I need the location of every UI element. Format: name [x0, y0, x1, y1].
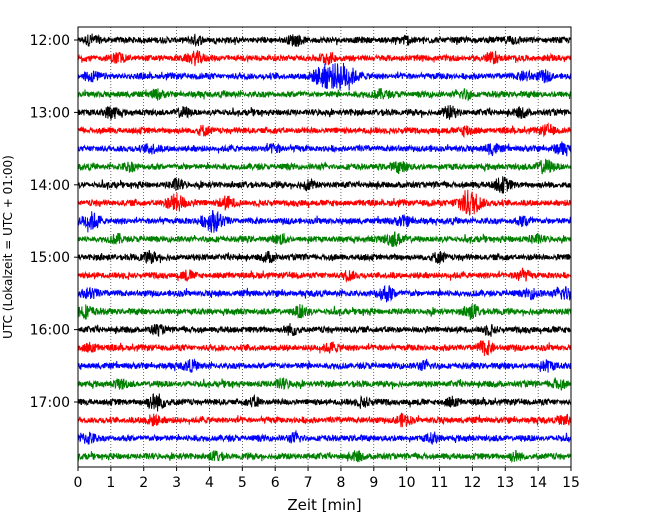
- trace-1515: [77, 267, 572, 284]
- x-axis-label: Zeit [min]: [287, 496, 361, 514]
- trace-1630: [77, 358, 572, 373]
- trace-1415: [77, 189, 572, 216]
- y-tick-label: 13:00: [30, 105, 70, 121]
- trace-1530: [77, 284, 572, 303]
- trace-1300: [77, 104, 572, 120]
- y-tick-label: 16:00: [30, 323, 70, 339]
- trace-1400: [77, 176, 572, 194]
- trace-1715: [77, 412, 572, 428]
- trace-1315: [77, 122, 572, 138]
- plot-frame: [77, 26, 572, 468]
- trace-1430: [77, 210, 572, 233]
- trace-1500: [77, 249, 572, 265]
- x-tick-label: 10: [398, 475, 416, 491]
- x-tick-label: 12: [463, 475, 481, 491]
- trace-1215: [77, 50, 572, 67]
- trace-1345: [77, 158, 572, 175]
- trace-1230: [77, 62, 572, 91]
- y-tick-label: 14:00: [30, 178, 70, 194]
- x-tick-label: 3: [172, 475, 181, 491]
- trace-1700: [77, 393, 572, 412]
- trace-1615: [77, 339, 572, 356]
- trace-1245: [77, 88, 572, 102]
- trace-1545: [77, 303, 572, 321]
- x-tick-label: 8: [336, 475, 345, 491]
- x-tick-label: 0: [74, 475, 83, 491]
- x-tick-label: 6: [271, 475, 280, 491]
- y-tick-label: 17:00: [30, 395, 70, 411]
- x-tick-label: 5: [238, 475, 247, 491]
- tick-layer: 0 1 2 3 4 5 6 7 8 9 10 11 12 13 14 1512:0013:0014:0015:…: [30, 33, 580, 491]
- y-axis-label: UTC (Lokalzeit = UTC + 01:00): [1, 155, 15, 339]
- trace-layer: [77, 33, 572, 464]
- trace-1645: [77, 377, 572, 391]
- trace-1600: [77, 323, 572, 337]
- y-tick-label: 15:00: [30, 250, 70, 266]
- x-tick-label: 14: [529, 475, 547, 491]
- trace-1200: [77, 33, 572, 48]
- y-tick-label: 12:00: [30, 33, 70, 49]
- trace-1745: [77, 449, 572, 464]
- x-tick-label: 1: [106, 475, 115, 491]
- x-tick-label: 4: [205, 475, 214, 491]
- x-tick-label: 7: [304, 475, 313, 491]
- x-tick-label: 13: [496, 475, 514, 491]
- trace-1330: [77, 141, 572, 157]
- x-tick-label: 2: [139, 475, 148, 491]
- grid-layer: [110, 27, 539, 467]
- x-tick-label: 11: [431, 475, 449, 491]
- x-tick-label: 9: [369, 475, 378, 491]
- trace-1730: [77, 430, 572, 445]
- trace-1445: [77, 231, 572, 247]
- x-tick-label: 15: [562, 475, 580, 491]
